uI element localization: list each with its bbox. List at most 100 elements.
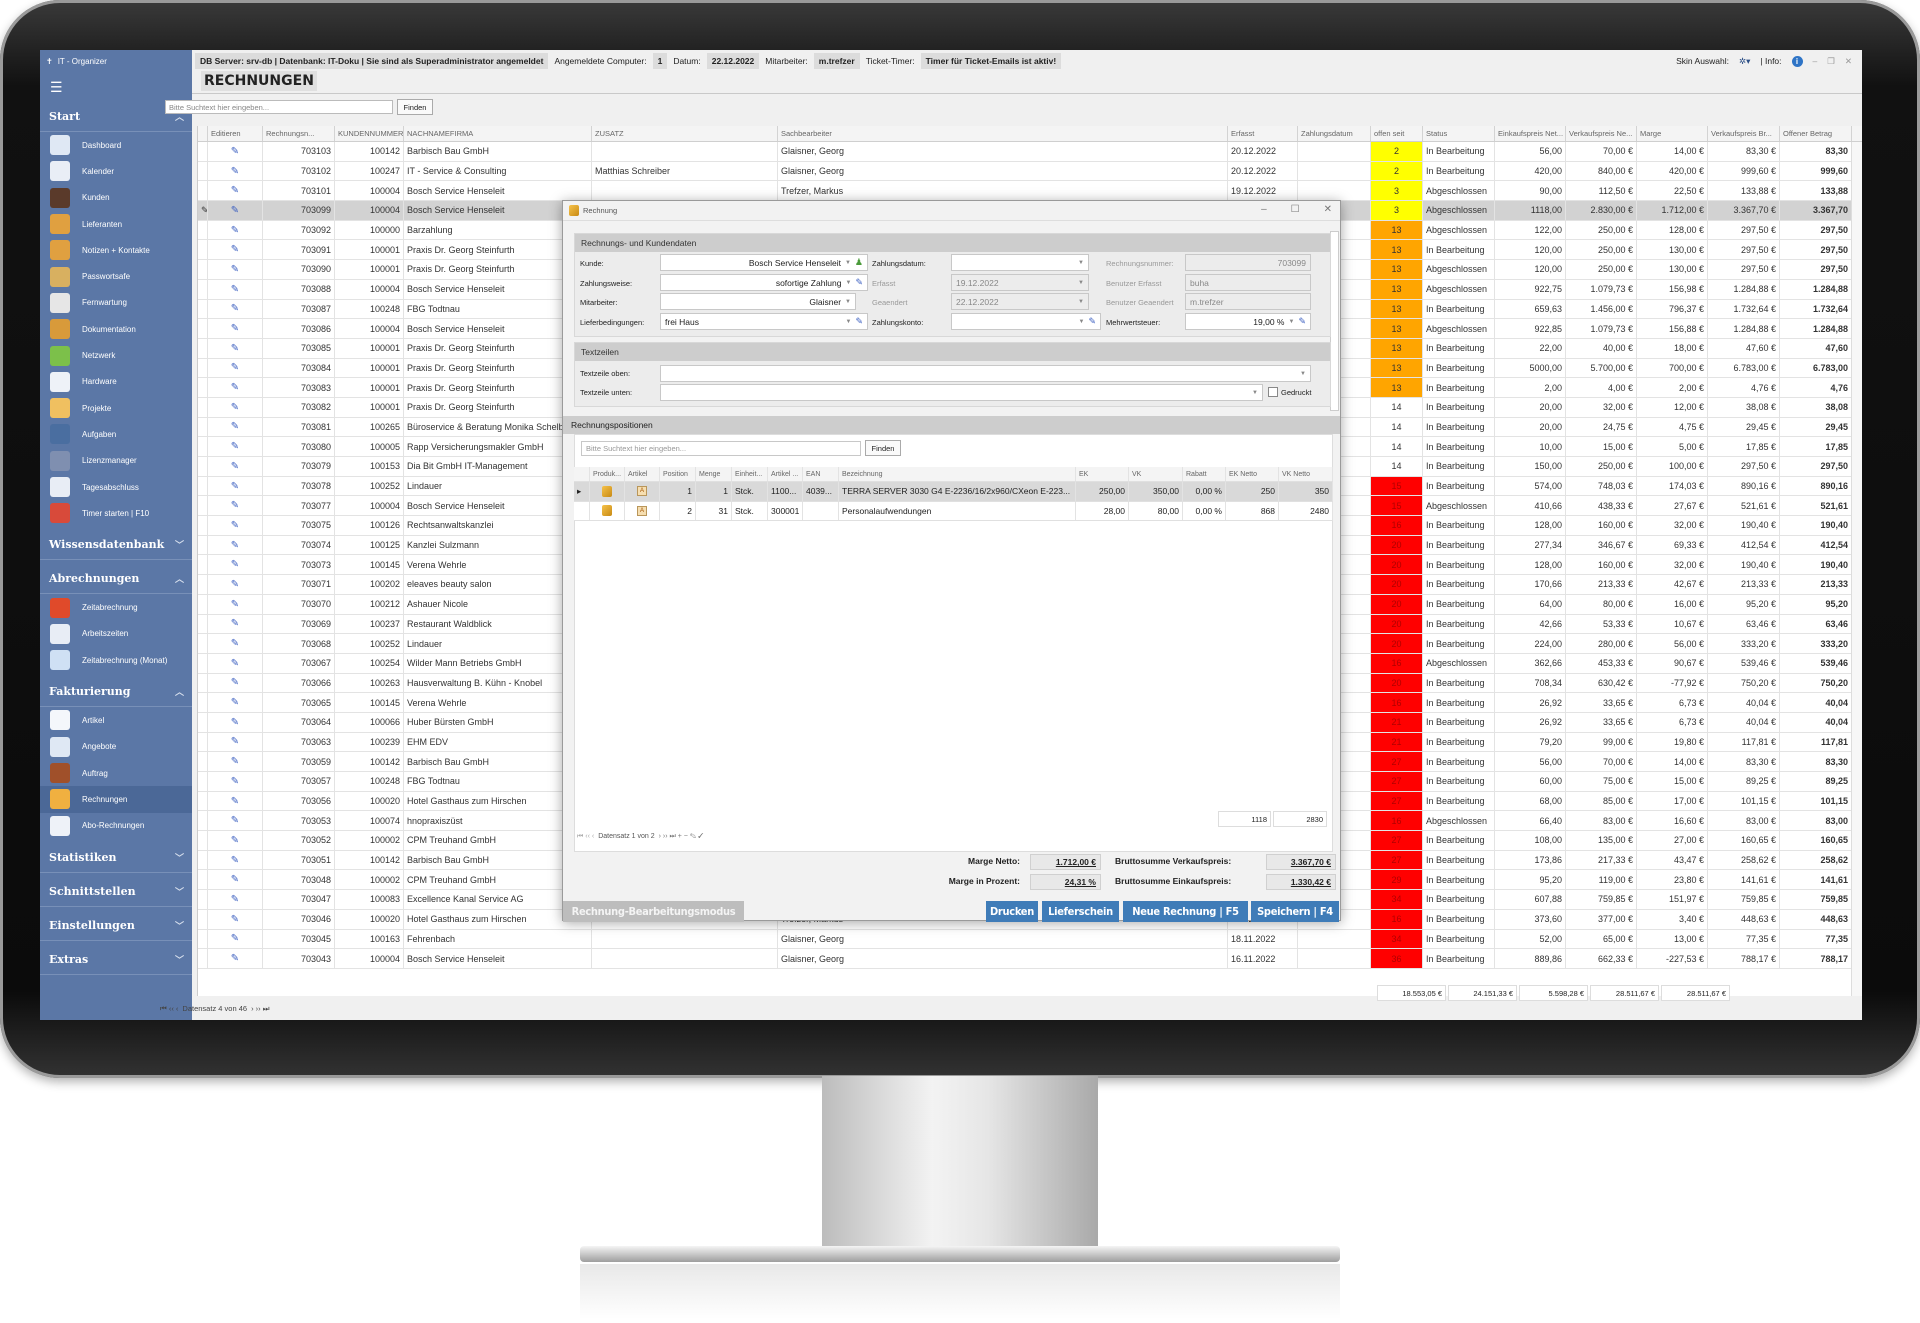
pencil-icon[interactable]: ✎ — [230, 382, 240, 394]
dialog-titlebar[interactable]: Rechnung — [563, 201, 1340, 221]
edit-cell[interactable]: ✎ — [208, 516, 263, 535]
close-icon[interactable]: ✕ — [1844, 55, 1852, 66]
pencil-icon[interactable]: ✎ — [230, 775, 240, 787]
new-invoice-button[interactable]: Neue Rechnung | F5 — [1123, 901, 1248, 922]
pencil-icon[interactable]: ✎ — [230, 303, 240, 315]
zahlungskonto-select[interactable]: ▼ ✎ — [951, 313, 1101, 330]
search-input[interactable]: Bitte Suchtext hier eingeben... — [165, 100, 393, 114]
pencil-icon[interactable]: ✎ — [230, 559, 240, 571]
edit-cell[interactable]: ✎ — [208, 870, 263, 890]
column-header[interactable]: Bezeichnung — [839, 467, 1076, 481]
chevron-up-icon[interactable]: ︿ — [174, 113, 184, 123]
edit-cell[interactable]: ✎ — [208, 850, 263, 870]
pencil-icon[interactable]: ✎ — [230, 224, 240, 236]
skin-selector-icon[interactable]: ✲▾ — [1739, 55, 1751, 66]
pager-actions-icon[interactable]: › ›› ⏭ + − ✎ ✓ — [658, 833, 704, 840]
column-header[interactable]: Status — [1423, 126, 1495, 141]
sidebar-item-abo-rechnungen[interactable]: Abo-Rechnungen — [40, 813, 192, 839]
pencil-icon[interactable]: ✎ — [230, 578, 240, 590]
mehrwertsteuer-select[interactable]: 19,00 % ▼ ✎ — [1185, 313, 1311, 330]
sidebar-item-lizenzmanager[interactable]: Lizenzmanager — [40, 448, 192, 474]
column-header[interactable]: KUNDENNUMMER — [335, 126, 404, 141]
column-header[interactable]: Artikel — [625, 467, 660, 481]
pencil-icon[interactable]: ✎ — [230, 834, 240, 846]
column-header[interactable]: Editieren — [208, 126, 263, 141]
edit-cell[interactable]: ✎ — [208, 634, 263, 653]
column-header[interactable]: Offener Betrag — [1780, 126, 1852, 141]
pencil-icon[interactable]: ✎ — [230, 913, 240, 925]
edit-cell[interactable]: ✎ — [208, 181, 263, 201]
chevron-up-icon[interactable]: ︿ — [174, 575, 184, 586]
pencil-icon[interactable]: ✎ — [230, 677, 240, 689]
table-row[interactable]: ✎ 703043 100004 Bosch Service Henseleit Glai… — [198, 949, 1862, 969]
chevron-down-icon[interactable]: ﹀ — [174, 887, 184, 898]
edit-cell[interactable]: ✎ — [208, 673, 263, 693]
edit-cell[interactable]: ✎ — [208, 712, 263, 732]
column-header[interactable]: Verkaufspreis Br... — [1708, 126, 1780, 141]
zahlungsweise-select[interactable]: sofortige Zahlung ▼ ✎ — [660, 274, 868, 291]
info-icon[interactable]: i — [1791, 55, 1803, 67]
edit-cell[interactable]: ✎ — [208, 693, 263, 712]
column-header[interactable]: ZUSATZ — [592, 126, 778, 141]
pencil-icon[interactable]: ✎ — [230, 500, 240, 512]
mitarbeiter-select[interactable]: Glaisner ▼ — [660, 293, 856, 310]
sidebar-item-projekte[interactable]: Projekte — [40, 395, 192, 421]
sidebar-section-fakturierung[interactable]: Fakturierung ︿ — [40, 677, 192, 708]
edit-cell[interactable]: ✎ — [208, 890, 263, 909]
column-header[interactable]: Marge — [1637, 126, 1708, 141]
pencil-icon[interactable]: ✎ — [230, 185, 240, 197]
table-row[interactable]: ✎ 703045 100163 Fehrenbach Glaisner, Georg 18… — [198, 929, 1862, 950]
edit-cell[interactable]: ✎ — [208, 811, 263, 831]
edit-cell[interactable]: ✎ — [208, 614, 263, 634]
sidebar-item-auftrag[interactable]: Auftrag — [40, 760, 192, 786]
pencil-icon[interactable]: ✎ — [230, 283, 240, 295]
dropdown-arrow-icon[interactable]: ▼ — [845, 298, 851, 305]
delivery-note-button[interactable]: Lieferschein — [1042, 901, 1119, 922]
edit-icon[interactable]: ✎ — [855, 277, 863, 287]
pencil-icon[interactable]: ✎ — [230, 716, 240, 728]
sidebar-item-notizen-kontakte[interactable]: Notizen + Kontakte — [40, 237, 192, 263]
zahlungsdatum-picker[interactable]: ▼ — [951, 254, 1089, 271]
customer-lookup-icon[interactable]: ♟ — [854, 257, 863, 267]
edit-cell[interactable]: ✎ — [208, 142, 263, 161]
pencil-icon[interactable]: ✎ — [230, 421, 240, 433]
sidebar-item-tagesabschluss[interactable]: Tagesabschluss — [40, 474, 192, 500]
sidebar-section-einstellungen[interactable]: Einstellungen ﹀ — [40, 911, 192, 941]
sidebar-item-timer-starten-f10[interactable]: Timer starten | F10 — [40, 500, 192, 526]
edit-cell[interactable]: ✎ — [208, 949, 263, 968]
column-header[interactable]: Erfasst — [1228, 126, 1298, 141]
find-button[interactable]: Finden — [397, 99, 433, 115]
pencil-icon[interactable]: ✎ — [230, 323, 240, 335]
pencil-icon[interactable]: ✎ — [230, 736, 240, 748]
edit-cell[interactable]: ✎ — [208, 929, 263, 949]
edit-cell[interactable]: ✎ — [208, 417, 263, 437]
pencil-icon[interactable]: ✎ — [230, 244, 240, 256]
pencil-icon[interactable]: ✎ — [230, 539, 240, 551]
grid-vertical-scrollbar[interactable] — [1851, 142, 1862, 996]
pager-first-icon[interactable]: ⏮ ‹‹ ‹ — [160, 1004, 179, 1013]
pencil-icon[interactable]: ✎ — [230, 460, 240, 472]
sidebar-item-kunden[interactable]: Kunden — [40, 185, 192, 211]
pencil-icon[interactable]: ✎ — [230, 204, 240, 216]
sidebar-item-zeitabrechnung[interactable]: Zeitabrechnung — [40, 594, 192, 620]
column-header[interactable]: Sachbearbeiter — [778, 126, 1228, 141]
sidebar-item-fernwartung[interactable]: Fernwartung — [40, 290, 192, 316]
edit-cell[interactable]: ✎ — [208, 299, 263, 319]
edit-cell[interactable]: ✎ — [208, 653, 263, 673]
column-header[interactable]: EAN — [803, 467, 839, 481]
position-row[interactable]: A 2 31 Stck. 300001 Personalaufwendungen 28,00… — [574, 501, 1333, 521]
chevron-down-icon[interactable]: ﹀ — [174, 955, 184, 966]
minimize-icon[interactable]: – — [1812, 56, 1818, 66]
pencil-icon[interactable]: ✎ — [230, 874, 240, 886]
sidebar-section-schnittstellen[interactable]: Schnittstellen ﹀ — [40, 877, 192, 907]
edit-cell[interactable]: ✎ — [208, 240, 263, 260]
chevron-down-icon[interactable]: ﹀ — [174, 921, 184, 932]
column-header[interactable]: Einheit... — [732, 467, 768, 481]
column-header[interactable]: offen seit — [1371, 126, 1423, 141]
sidebar-item-kalender[interactable]: Kalender — [40, 158, 192, 184]
pencil-icon[interactable]: ✎ — [230, 145, 240, 157]
sidebar-item-lieferanten[interactable]: Lieferanten — [40, 211, 192, 237]
pencil-icon[interactable]: ✎ — [230, 953, 240, 965]
column-header[interactable]: Rechnungsn... — [263, 126, 335, 141]
positions-find-button[interactable]: Finden — [865, 440, 901, 456]
